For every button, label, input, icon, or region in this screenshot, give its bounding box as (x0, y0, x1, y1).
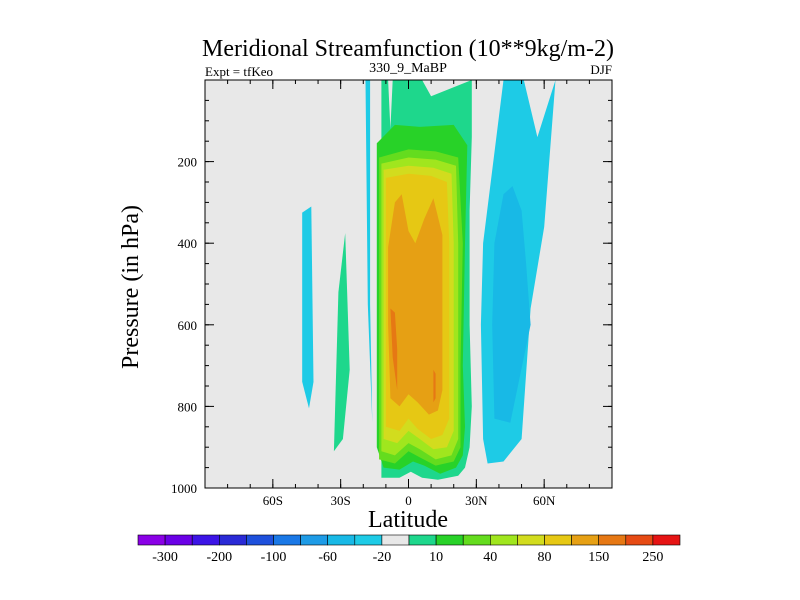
colorbar-box (354, 534, 383, 546)
colorbar-box (327, 534, 356, 546)
colorbar-label: -60 (318, 550, 337, 565)
colorbar-label: -20 (373, 550, 392, 565)
center-string: 330_9_MaBP (369, 61, 447, 76)
chart-title: Meridional Streamfunction (10**9kg/m-2) (202, 36, 614, 62)
contour-region-1 (333, 233, 350, 452)
colorbar-box (489, 534, 518, 546)
colorbar-label: -200 (206, 550, 232, 565)
colorbar-box (219, 534, 247, 546)
colorbar-box (246, 534, 274, 546)
plot-area: 60S 30S 0 30N 60N 200 400 600 800 1000 (171, 79, 613, 508)
contour-region-5 (492, 186, 531, 423)
x-tick-label: 30S (331, 493, 351, 508)
colorbar-box (544, 534, 572, 546)
colorbar-box (137, 534, 166, 546)
contour-region-12 (390, 308, 398, 391)
y-tick-label: 600 (178, 318, 198, 333)
x-tick-label: 30N (465, 493, 488, 508)
x-tick-label: 60S (263, 493, 283, 508)
contour-region-11 (388, 194, 443, 415)
colorbar-box (435, 534, 464, 546)
colorbar-box (462, 534, 491, 546)
colorbar-label: 80 (538, 550, 552, 565)
contour-region-0 (302, 206, 314, 409)
colorbar-box (652, 534, 681, 546)
left-string: Expt = tfKeo (205, 64, 273, 79)
colorbar-box (571, 534, 599, 546)
colorbar-box (164, 534, 193, 546)
axis-ticks: 60S 30S 0 30N 60N 200 400 600 800 1000 (171, 79, 613, 508)
colorbar-label: 150 (588, 550, 609, 565)
x-tick-label: 60N (533, 493, 556, 508)
colorbar-box (598, 534, 627, 546)
y-axis-label: Pressure (in hPa) (118, 205, 144, 369)
y-tick-label: 800 (178, 399, 198, 414)
y-tick-label: 200 (178, 155, 198, 170)
colorbar: -300 -200 -100 -60 -20 10 40 80 150 250 (137, 534, 681, 565)
y-tick-label: 1000 (171, 481, 197, 496)
colorbar-label: 10 (429, 550, 443, 565)
colorbar-box (381, 534, 410, 546)
colorbar-label: -100 (261, 550, 287, 565)
colorbar-label: -300 (152, 550, 178, 565)
right-string: DJF (590, 62, 612, 77)
colorbar-box (191, 534, 220, 546)
colorbar-label: 40 (483, 550, 497, 565)
x-axis-label: Latitude (368, 507, 448, 533)
colorbar-label: 250 (642, 550, 663, 565)
contour-regions (302, 80, 556, 480)
contour-region-13 (433, 369, 436, 403)
colorbar-box (408, 534, 437, 546)
y-tick-label: 400 (178, 236, 198, 251)
colorbar-box (273, 534, 301, 546)
colorbar-box (517, 534, 545, 546)
contour-region-2 (365, 80, 373, 423)
colorbar-box (300, 534, 329, 546)
colorbar-box (625, 534, 654, 546)
x-tick-label: 0 (405, 493, 412, 508)
